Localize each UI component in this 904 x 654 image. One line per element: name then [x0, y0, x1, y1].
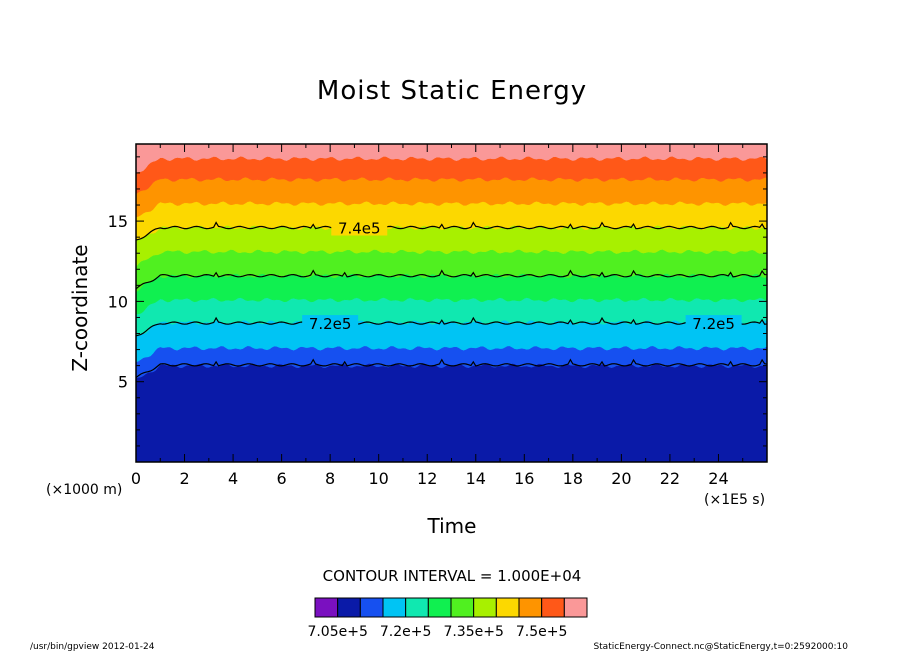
colorbar-swatch — [382, 597, 407, 618]
contour-line — [135, 316, 768, 337]
footer-right-text: StaticEnergy-Connect.nc@StaticEnergy,t=0… — [593, 642, 848, 652]
x-axis-title: Time — [427, 514, 477, 538]
contour-line — [135, 358, 768, 379]
colorbar-swatch — [518, 597, 543, 618]
y-axis-title: Z-coordinate — [68, 244, 92, 372]
x-axis-unit: (×1E5 s) — [704, 492, 766, 508]
colorbar-tick-label: 7.05e+5 — [307, 624, 368, 640]
contour-line — [135, 221, 767, 241]
x-tick-label: 10 — [369, 469, 389, 488]
contour-label: 7.2e5 — [692, 315, 735, 333]
contour-label: 7.4e5 — [338, 220, 381, 238]
y-tick-label: 10 — [108, 292, 128, 311]
colorbar-swatch — [563, 597, 588, 618]
colorbar-swatch — [359, 597, 384, 618]
colorbar-swatch — [314, 597, 339, 618]
x-tick-label: 4 — [228, 469, 238, 488]
colorbar-tick-label: 7.2e+5 — [379, 624, 432, 640]
contour-band — [135, 363, 768, 463]
x-tick-label: 0 — [131, 469, 141, 488]
x-tick-label: 6 — [277, 469, 287, 488]
x-tick-label: 20 — [611, 469, 631, 488]
footer-left-text: /usr/bin/gpview 2012-01-24 — [30, 642, 155, 652]
colorbar-swatch — [337, 597, 361, 618]
contour-line — [135, 269, 768, 290]
chart-title: Moist Static Energy — [316, 76, 588, 106]
contour-band — [135, 143, 768, 174]
colorbar-swatch — [473, 597, 497, 618]
colorbar-tick-label: 7.35e+5 — [443, 624, 504, 640]
colorbar-swatch — [405, 597, 429, 618]
contour-label-bg — [331, 219, 388, 236]
colorbar-swatch — [541, 597, 565, 618]
y-tick-label: 5 — [118, 373, 128, 392]
y-tick-label: 15 — [108, 212, 128, 231]
x-tick-label: 22 — [660, 469, 680, 488]
contour-interval-text: CONTOUR INTERVAL = 1.000E+04 — [322, 567, 582, 585]
colorbar-swatch — [495, 597, 520, 618]
contour-label-bg — [302, 315, 359, 332]
colorbar-tick-label: 7.5e+5 — [515, 624, 568, 640]
x-tick-label: 2 — [179, 469, 189, 488]
colorbar-swatch — [450, 597, 475, 618]
x-tick-label: 18 — [563, 469, 583, 488]
y-axis-unit: (×1000 m) — [46, 482, 123, 498]
x-tick-label: 8 — [325, 469, 335, 488]
colorbar-swatch — [427, 597, 452, 618]
x-tick-label: 24 — [708, 469, 728, 488]
x-tick-label: 14 — [466, 469, 486, 488]
x-tick-label: 12 — [417, 469, 437, 488]
contour-label: 7.2e5 — [309, 315, 352, 333]
contour-label-bg — [685, 315, 742, 332]
x-tick-label: 16 — [514, 469, 534, 488]
